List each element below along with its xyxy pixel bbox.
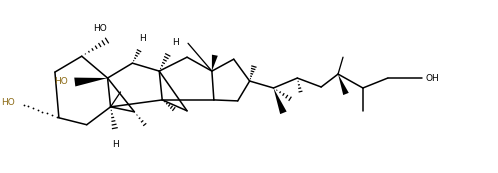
Text: HO: HO bbox=[93, 24, 107, 33]
Text: H: H bbox=[172, 38, 179, 47]
Polygon shape bbox=[212, 55, 218, 71]
Text: H: H bbox=[112, 140, 119, 149]
Text: OH: OH bbox=[425, 74, 439, 83]
Text: HO: HO bbox=[1, 98, 15, 107]
Text: H: H bbox=[139, 34, 146, 43]
Polygon shape bbox=[74, 78, 108, 86]
Polygon shape bbox=[273, 88, 287, 114]
Polygon shape bbox=[338, 74, 349, 95]
Text: HO: HO bbox=[54, 76, 68, 85]
